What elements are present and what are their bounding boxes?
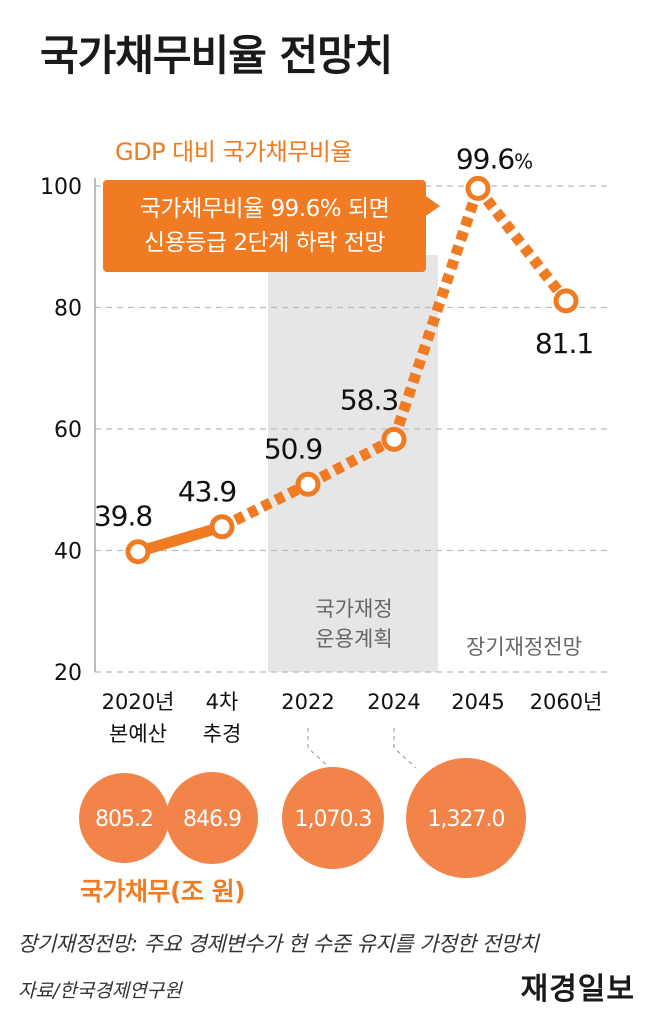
data-point-1 — [125, 539, 151, 565]
line-segment-5 — [473, 185, 571, 305]
ytick-label-60: 60 — [54, 418, 82, 443]
ytick-label-20: 20 — [54, 661, 82, 686]
line-segment-1 — [136, 521, 224, 557]
callout-line-1: 국가채무비율 99.6% 되면 — [139, 196, 390, 222]
x-label-line-2: 본예산 — [109, 722, 167, 746]
data-label-3: 50.9 — [264, 432, 322, 465]
bubble-connectors — [307, 728, 417, 769]
debt-bubble-label-4: 1,327.0 — [428, 807, 505, 832]
data-point-2 — [209, 514, 235, 540]
connector-1 — [307, 728, 331, 769]
data-points — [125, 175, 579, 565]
footnote: 장기재정전망: 주요 경제변수가 현 수준 유지를 가정한 전망치 — [18, 932, 539, 956]
ytick-label-80: 80 — [54, 297, 82, 322]
brand-logo: 재경일보 — [520, 972, 635, 1007]
plan-period-line-1: 국가재정 — [315, 597, 393, 621]
x-label-line-1: 2045 — [451, 690, 505, 714]
debt-bubble-label-1: 805.2 — [95, 807, 153, 832]
series-label: GDP 대비 국가채무비율 — [115, 138, 352, 166]
line-segment-3 — [305, 434, 397, 490]
series-line — [136, 185, 571, 557]
data-label-2: 43.9 — [178, 475, 236, 508]
debt-bubble-2 — [166, 772, 258, 864]
page-title: 국가채무비율 전망치 — [40, 31, 393, 80]
longterm-period-label: 장기재정전망 — [466, 635, 582, 659]
callout-box: 국가채무비율 99.6% 되면 신용등급 2단계 하락 전망 — [103, 180, 426, 272]
debt-bubbles: 805.2 846.9 1,070.3 1,327.0 — [79, 758, 526, 878]
x-label-line-1: 2024 — [367, 690, 421, 714]
debt-bubble-label-2: 846.9 — [183, 807, 241, 832]
x-label-4: 2024 — [344, 686, 444, 718]
x-label-line-2: 추경 — [202, 722, 242, 746]
plan-period-label: 국가재정 운용계획 — [270, 594, 438, 654]
debt-bubble-3 — [282, 767, 384, 869]
data-labels: 39.8 43.9 50.9 58.3 99.6% 81.1 — [94, 142, 594, 533]
debt-bubble-label-3: 1,070.3 — [295, 807, 372, 832]
x-label-line-1: 2022 — [281, 690, 335, 714]
data-point-3 — [295, 471, 321, 497]
data-point-6 — [553, 288, 579, 314]
debt-label: 국가채무(조 원) — [80, 877, 246, 906]
data-label-4: 58.3 — [340, 383, 398, 416]
debt-bubble-4 — [406, 758, 526, 878]
x-label-line-1: 4차 — [205, 690, 239, 714]
data-point-5 — [465, 175, 491, 201]
x-label-3: 2022 — [258, 686, 358, 718]
data-label-6: 81.1 — [535, 327, 593, 360]
x-label-6: 2060년 — [516, 686, 616, 718]
x-label-line-1: 2060년 — [529, 690, 603, 714]
x-label-5: 2045 — [428, 686, 528, 718]
connector-2 — [393, 728, 417, 769]
data-label-5: 99.6% — [456, 142, 532, 175]
ytick-label-100: 100 — [40, 175, 82, 200]
data-point-4 — [381, 426, 407, 452]
source: 자료/한국경제연구원 — [18, 980, 182, 1002]
data-label-1: 39.8 — [94, 500, 152, 533]
callout-line-2: 신용등급 2단계 하락 전망 — [143, 230, 386, 256]
debt-bubble-1 — [79, 773, 169, 863]
line-segment-2 — [219, 479, 311, 532]
ytick-label-40: 40 — [54, 540, 82, 565]
plan-period-line-2: 운용계획 — [315, 627, 393, 651]
data-label-unit: % — [514, 149, 532, 173]
x-label-line-1: 2020년 — [101, 690, 175, 714]
y-axis: 20 40 60 80 100 — [40, 175, 96, 686]
